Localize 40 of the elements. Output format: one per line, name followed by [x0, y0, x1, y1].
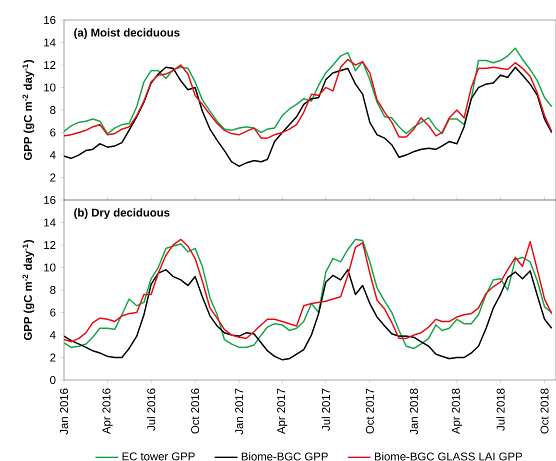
- legend-label: EC tower GPP: [122, 452, 195, 460]
- x-tick-label: Oct 2017: [366, 388, 374, 434]
- x-tick-label: Oct 2016: [191, 388, 200, 434]
- line-series: [64, 58, 552, 139]
- x-tick-label: Jul 2018: [496, 388, 505, 431]
- x-tick-label: Jan 2018: [410, 388, 418, 435]
- y-tick-label: 2: [50, 174, 56, 182]
- legend-label: Biome-BGC GLASS LAI GPP: [374, 452, 522, 461]
- y-tick-label: 16: [44, 196, 56, 204]
- y-tick-label: 10: [44, 263, 56, 272]
- y-tick-label: 14: [44, 218, 56, 226]
- text: (b) Dry deciduous: [74, 208, 170, 219]
- y-tick-label: 4: [50, 151, 56, 159]
- line-series: [64, 47, 552, 134]
- legend-label: Biome-BGC GPP: [242, 452, 328, 461]
- line-series: [64, 66, 552, 167]
- y-tick-label: 12: [44, 241, 56, 249]
- line-series: [64, 269, 552, 360]
- y-tick-label: 8: [50, 286, 56, 294]
- x-tick-label: Oct 2018: [540, 388, 549, 434]
- y-tick-label: 8: [50, 106, 56, 114]
- x-tick-label: Apr 2016: [102, 388, 113, 434]
- y-tick-label: 16: [44, 16, 56, 24]
- y-tick-label: 6: [50, 308, 56, 317]
- y-tick-label: 2: [50, 354, 56, 362]
- x-tick-label: Apr 2017: [277, 388, 288, 434]
- y-tick-label: 4: [50, 331, 56, 339]
- y-tick-label: 10: [44, 83, 56, 92]
- y-tick-label: 0: [50, 376, 56, 384]
- y-axis-title: GPP (gC m$^{-2}$ day$^{-1}$): [22, 240, 34, 340]
- x-tick-label: Apr 2018: [452, 388, 462, 434]
- x-tick-label: Jan 2017: [235, 388, 244, 435]
- y-tick-label: 12: [44, 61, 56, 69]
- text: (a) Moist deciduous: [74, 28, 180, 39]
- x-tick-label: Jan 2016: [60, 388, 68, 435]
- y-tick-label: 6: [50, 128, 56, 137]
- x-tick-label: Jul 2017: [322, 388, 330, 431]
- x-tick-label: Jul 2016: [146, 388, 156, 431]
- y-tick-label: 14: [44, 38, 56, 46]
- y-axis-title: GPP (gC m$^{-2}$ day$^{-1}$): [22, 60, 34, 160]
